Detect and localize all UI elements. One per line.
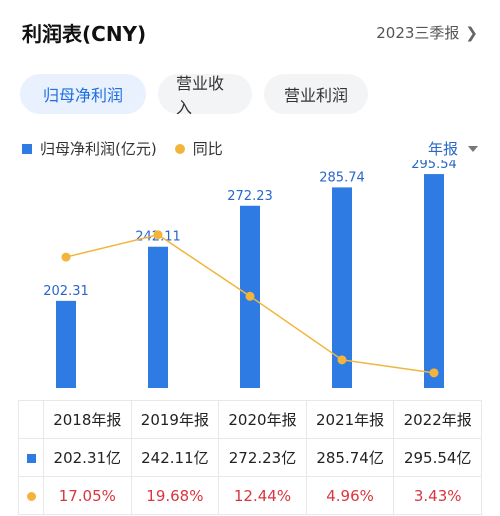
bar-value-label: 295.54 <box>411 160 457 172</box>
period-selector-value: 年报 <box>427 140 458 158</box>
table-cell: 272.23亿 <box>218 438 307 477</box>
table-cell: 4.96% <box>305 476 395 515</box>
tab-operating-profit[interactable]: 营业利润 <box>264 74 368 114</box>
bar-mark <box>332 187 352 388</box>
table-header-cell: 2022年报 <box>393 400 482 439</box>
bar-value-label: 272.23 <box>227 189 273 204</box>
growth-point <box>245 291 255 301</box>
bar-value-label: 285.74 <box>319 170 365 185</box>
bar-mark <box>56 300 76 388</box>
chart-legend: 归母净利润(亿元) 同比 <box>22 138 223 159</box>
line-legend-label: 同比 <box>192 140 223 158</box>
table-header-cell: 2018年报 <box>43 400 132 439</box>
table-header-row: 2018年报 2019年报 2020年报 2021年报 2022年报 <box>18 400 482 439</box>
table-cell: 242.11亿 <box>130 438 220 477</box>
growth-point <box>61 252 71 262</box>
table-cell: 3.43% <box>393 476 482 515</box>
tab-revenue[interactable]: 营业收入 <box>158 74 252 117</box>
caret-down-icon <box>468 145 478 152</box>
table-row: 202.31亿 242.11亿 272.23亿 285.74亿 295.54亿 <box>18 438 482 477</box>
table-row: 17.05% 19.68% 12.44% 4.96% 3.43% <box>18 476 482 515</box>
growth-point <box>429 368 439 378</box>
growth-point <box>153 230 163 240</box>
line-series-marker <box>26 491 36 501</box>
table-header-cell: 2020年报 <box>218 400 307 439</box>
report-period-label: 2023三季报 <box>376 24 460 42</box>
table-header-cell: 2019年报 <box>130 400 220 439</box>
table-cell: 202.31亿 <box>43 438 132 477</box>
bar-legend-marker <box>22 143 32 154</box>
metric-tabs: 归母净利润 营业收入 营业利润 <box>20 74 368 117</box>
table-header-cell: 2021年报 <box>305 400 395 439</box>
growth-point <box>337 355 347 365</box>
table-cell: 12.44% <box>218 476 307 515</box>
chevron-right-icon: ❯ <box>465 23 478 42</box>
profit-table: 2018年报 2019年报 2020年报 2021年报 2022年报 202.3… <box>18 400 482 515</box>
line-legend-marker <box>174 143 185 154</box>
page-title: 利润表(CNY) <box>22 22 147 46</box>
table-cell: 19.68% <box>130 476 220 515</box>
report-period-link[interactable]: 2023三季报 ❯ <box>376 22 478 43</box>
bar-series-marker <box>26 453 36 463</box>
table-cell: 17.05% <box>43 476 132 515</box>
header: 利润表(CNY) 2023三季报 ❯ <box>0 0 500 62</box>
table-cell: 295.54亿 <box>393 438 482 477</box>
tab-net-profit[interactable]: 归母净利润 <box>20 74 146 114</box>
table-cell: 285.74亿 <box>305 438 395 477</box>
period-selector[interactable]: 年报 <box>428 138 478 159</box>
bar-value-label: 202.31 <box>43 284 89 299</box>
bar-mark <box>424 174 444 388</box>
bar-mark <box>148 246 168 388</box>
bar-legend-label: 归母净利润(亿元) <box>40 140 157 158</box>
